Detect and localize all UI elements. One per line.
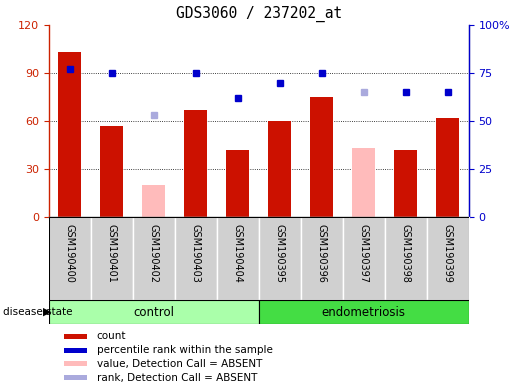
Text: GSM190403: GSM190403 (191, 223, 201, 283)
Bar (49, 300, 259, 324)
Text: endometriosis: endometriosis (322, 306, 406, 318)
Bar (64, 375, 87, 381)
Bar (217, 217, 259, 300)
Text: control: control (133, 306, 175, 318)
Bar (64, 361, 87, 366)
Text: GSM190397: GSM190397 (359, 223, 369, 283)
Title: GDS3060 / 237202_at: GDS3060 / 237202_at (176, 6, 342, 22)
Text: ▶: ▶ (43, 307, 52, 317)
Text: GSM190398: GSM190398 (401, 223, 410, 283)
Bar (259, 217, 301, 300)
Bar (436, 118, 459, 217)
Bar (184, 110, 208, 217)
Bar (175, 217, 217, 300)
Bar (268, 121, 291, 217)
Text: GSM190404: GSM190404 (233, 223, 243, 283)
Bar (100, 126, 124, 217)
Text: GSM190401: GSM190401 (107, 223, 117, 283)
Text: GSM190402: GSM190402 (149, 223, 159, 283)
Bar (133, 217, 175, 300)
Text: value, Detection Call = ABSENT: value, Detection Call = ABSENT (97, 359, 262, 369)
Bar (49, 217, 91, 300)
Bar (301, 217, 343, 300)
Bar (58, 52, 81, 217)
Bar (394, 150, 417, 217)
Text: count: count (97, 331, 126, 341)
Text: disease state: disease state (3, 307, 72, 317)
Text: percentile rank within the sample: percentile rank within the sample (97, 345, 272, 355)
Bar (226, 150, 249, 217)
Bar (64, 348, 87, 353)
Bar (310, 97, 333, 217)
Text: rank, Detection Call = ABSENT: rank, Detection Call = ABSENT (97, 372, 257, 382)
Text: GSM190395: GSM190395 (275, 223, 285, 283)
Text: GSM190396: GSM190396 (317, 223, 327, 283)
Bar (385, 217, 427, 300)
Bar (343, 217, 385, 300)
Bar (352, 148, 375, 217)
Bar (426, 217, 469, 300)
Text: GSM190399: GSM190399 (443, 223, 453, 283)
Text: GSM190400: GSM190400 (65, 223, 75, 283)
Bar (142, 185, 165, 217)
Bar (259, 300, 469, 324)
Bar (64, 334, 87, 339)
Bar (91, 217, 133, 300)
